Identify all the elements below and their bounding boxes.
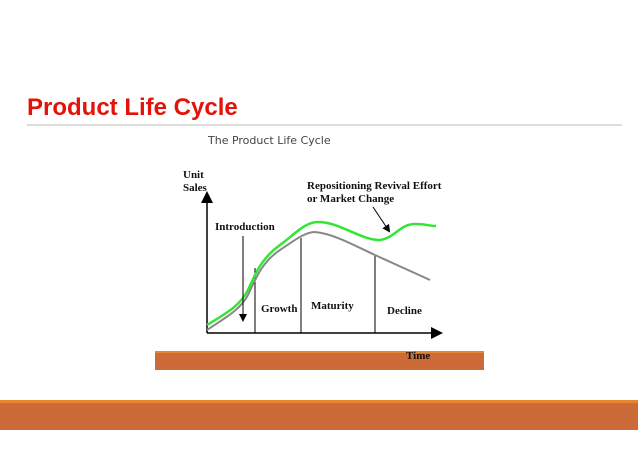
diagram: Unit Sales Repositioning Revival Effort … [155, 169, 484, 370]
stage-label: Decline [387, 305, 422, 317]
figure-caption: The Product Life Cycle [207, 134, 331, 147]
stage-label: Maturity [311, 300, 354, 312]
figure-bar [155, 351, 484, 370]
x-axis-label: Time [406, 350, 430, 362]
sales-curve [206, 230, 431, 331]
revival-curve [206, 220, 437, 327]
annotation: or Market Change [307, 193, 394, 205]
figure-bar-stripe [155, 351, 484, 353]
slide-title: Product Life Cycle [27, 94, 238, 121]
annotation: Repositioning Revival Effort [307, 180, 442, 192]
y-axis-label: Sales [183, 182, 208, 194]
footer-bar [0, 400, 638, 430]
y-axis-label: Unit [183, 169, 204, 181]
stage-label: Growth [261, 303, 297, 315]
annotation-arrow [372, 206, 391, 233]
footer-stripe [0, 400, 638, 403]
stage-label: Introduction [215, 221, 275, 233]
